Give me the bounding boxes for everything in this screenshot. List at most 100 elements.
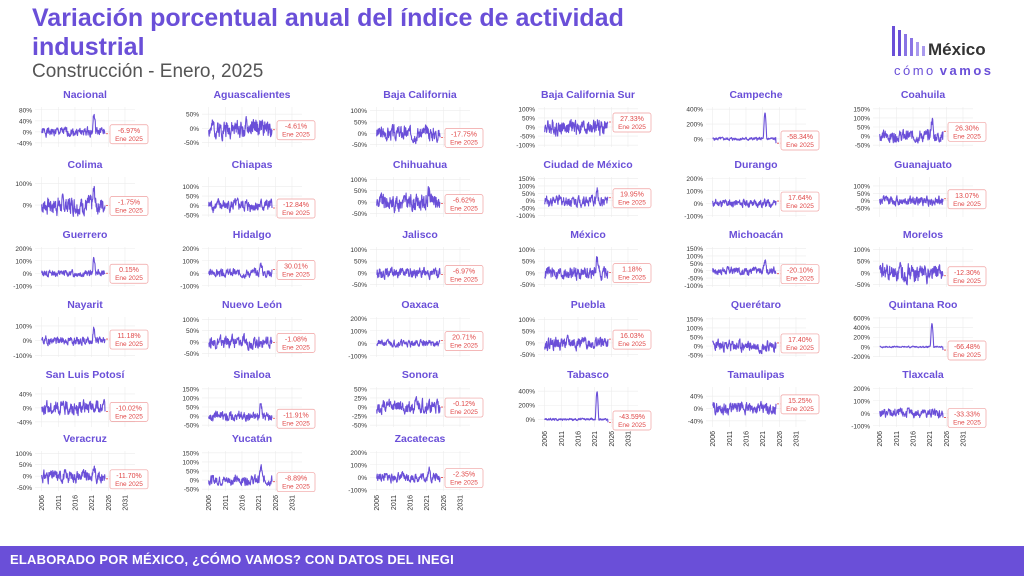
y-tick-label: 200%: [15, 246, 32, 253]
last-date-label: Ene 2025: [115, 341, 143, 348]
y-tick-label: 0%: [190, 340, 200, 347]
panel-title: Durango: [734, 159, 777, 171]
y-tick-label: 0%: [190, 203, 200, 210]
series-line: [208, 332, 273, 351]
footer-bar: ELABORADO POR MÉXICO, ¿CÓMO VAMOS? CON D…: [0, 546, 1024, 576]
series-line: [208, 197, 273, 214]
y-tick-label: 50%: [522, 259, 535, 266]
panel-nuevo-leon: Nuevo León 100% 50% 0% -50% -1.08%Ene 2025: [182, 299, 316, 358]
footer-source: ELABORADO POR MÉXICO, ¿CÓMO VAMOS? CON D…: [10, 552, 454, 567]
series-line: [879, 195, 944, 207]
series-line: [208, 403, 273, 422]
series-line: [41, 398, 106, 417]
panel-title: Guerrero: [63, 229, 108, 241]
x-tick-label: 2026: [777, 431, 784, 447]
y-tick-label: -50%: [688, 276, 703, 283]
series-line: [208, 262, 273, 279]
last-value-label: -1.08%: [285, 336, 307, 343]
panel-guerrero: Guerrero 200% 100% 0% -100% 0.15%Ene 2025: [13, 229, 149, 290]
last-value-label: -66.48%: [954, 344, 980, 351]
last-date-label: Ene 2025: [450, 277, 478, 284]
panel-title: Tlaxcala: [902, 369, 944, 381]
panel-title: Veracruz: [63, 433, 107, 445]
y-tick-label: 50%: [522, 329, 535, 336]
panel-title: Guanajuato: [894, 159, 952, 171]
last-value-box: [109, 469, 149, 490]
last-value-label: -33.33%: [954, 411, 980, 418]
x-tick-label: 2031: [961, 431, 968, 447]
page-title: Variación porcentual anual del índice de…: [32, 4, 624, 61]
logo-word-top: México: [928, 40, 986, 59]
y-tick-label: -50%: [855, 206, 870, 213]
last-date-label: Ene 2025: [786, 142, 814, 149]
series-line: [879, 261, 944, 286]
y-tick-label: -50%: [352, 211, 367, 218]
last-value-box: [780, 333, 820, 354]
x-tick-label: 2016: [73, 495, 80, 511]
x-tick-label: 2021: [256, 495, 263, 511]
y-tick-label: -50%: [352, 142, 367, 149]
y-tick-label: 0%: [861, 344, 871, 351]
panel-title: Quintana Roo: [889, 299, 958, 311]
y-tick-label: 0%: [23, 129, 33, 136]
y-tick-label: 50%: [186, 469, 199, 476]
last-value-box: [109, 402, 149, 422]
y-tick-label: 200%: [518, 403, 535, 410]
y-tick-label: 0%: [23, 338, 33, 345]
y-tick-label: 200%: [350, 316, 367, 323]
last-value-box: [276, 198, 316, 219]
last-value-box: [947, 408, 987, 428]
last-value-label: -11.70%: [116, 473, 142, 480]
series-line: [376, 338, 441, 348]
panel-title: Sinaloa: [233, 369, 271, 381]
last-value-box: [780, 130, 820, 151]
last-value-label: 0.15%: [119, 267, 139, 274]
y-tick-label: 50%: [354, 386, 367, 393]
y-tick-label: 100%: [15, 258, 32, 265]
panel-title: San Luis Potosí: [46, 369, 126, 381]
panel-san-luis-potosi: San Luis Potosí 40% 0% -40% -10.02%Ene 2025: [17, 369, 149, 427]
series-line: [376, 186, 441, 214]
y-tick-label: 150%: [182, 450, 199, 457]
y-tick-label: 0%: [190, 414, 200, 421]
y-tick-label: 150%: [518, 176, 535, 183]
y-tick-label: -50%: [17, 485, 32, 492]
panel-title: Nayarit: [67, 299, 103, 311]
last-date-label: Ene 2025: [618, 275, 646, 282]
y-tick-label: -25%: [352, 414, 367, 421]
y-tick-label: 100%: [518, 183, 535, 190]
y-tick-label: 0%: [23, 271, 33, 278]
y-tick-label: 400%: [518, 389, 535, 396]
x-tick-label: 2011: [223, 495, 230, 510]
last-value-label: 11.18%: [117, 333, 140, 340]
last-value-box: [947, 266, 987, 287]
series-line: [712, 338, 777, 355]
x-tick-label: 2031: [626, 431, 633, 447]
y-tick-label: 50%: [522, 115, 535, 122]
last-value-box: [276, 260, 316, 280]
series-line: [208, 464, 273, 487]
x-tick-label: 2026: [273, 495, 280, 511]
last-value-label: -4.61%: [285, 124, 307, 131]
last-value-label: 17.64%: [788, 195, 812, 202]
panel-title: Chihuahua: [393, 159, 447, 171]
y-tick-label: 100%: [853, 398, 870, 405]
y-tick-label: -100%: [684, 283, 703, 290]
last-value-label: -2.35%: [453, 472, 475, 479]
y-tick-label: 0%: [190, 271, 200, 278]
y-tick-label: 400%: [853, 325, 870, 332]
series-line: [376, 466, 441, 484]
series-line: [544, 187, 609, 208]
panel-title: Campeche: [729, 89, 782, 101]
last-value-box: [109, 196, 149, 216]
panel-oaxaca: Oaxaca 200% 100% 0% -100% 20.71%Ene 2025: [348, 299, 484, 360]
y-tick-label: 0%: [861, 134, 871, 141]
last-value-box: [276, 472, 316, 493]
panel-coahuila: Coahuila 150% 100% 50% 0% -50% 26.30%Ene 2025: [853, 89, 987, 150]
y-tick-label: 0%: [526, 417, 536, 424]
y-tick-label: 0%: [23, 474, 33, 481]
y-tick-label: -100%: [180, 283, 199, 290]
panel-ciudad-de-mexico: Ciudad de México 150%100%50%0%-50%-100% 19…: [516, 159, 652, 220]
